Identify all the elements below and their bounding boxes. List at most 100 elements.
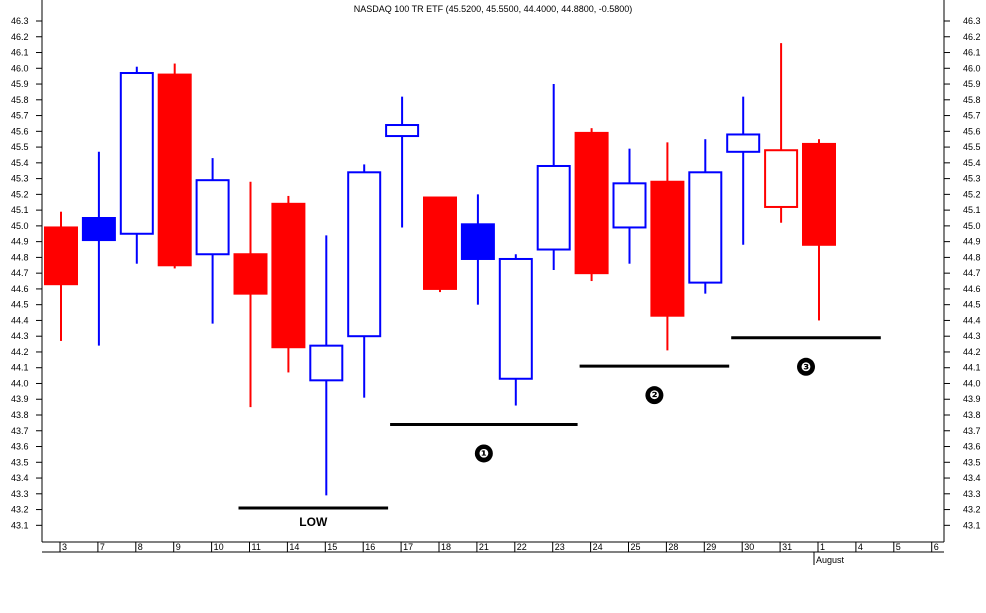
y-tick-label-right: 44.8 xyxy=(963,252,981,262)
candle-body xyxy=(271,202,306,349)
y-tick-label-left: 44.6 xyxy=(11,284,29,294)
annotation-label: LOW xyxy=(299,515,328,529)
y-tick-label-left: 45.6 xyxy=(11,126,29,136)
y-tick-label-left: 45.2 xyxy=(11,189,29,199)
y-axis-left: 43.1 43.2 43.3 43.4 43.5 43.6 43.7 43.8 43.9 44.0… xyxy=(11,16,42,530)
y-tick-label-left: 46.3 xyxy=(11,16,29,26)
candle xyxy=(688,139,723,294)
candle xyxy=(347,164,382,398)
candle-body xyxy=(423,196,457,290)
y-tick-label-right: 46.0 xyxy=(963,63,981,73)
candle-body xyxy=(195,179,230,256)
candle xyxy=(498,254,533,406)
candle-body xyxy=(385,124,420,138)
candle xyxy=(309,235,344,496)
y-tick-label-left: 43.2 xyxy=(11,505,29,515)
y-tick-label-left: 45.5 xyxy=(11,142,29,152)
y-tick-label-right: 44.2 xyxy=(963,347,981,357)
x-tick-label: 9 xyxy=(176,542,181,552)
x-tick-label: 6 xyxy=(934,542,939,552)
x-tick-label: 1 xyxy=(820,542,825,552)
candle xyxy=(271,195,306,373)
y-tick-label-left: 44.0 xyxy=(11,378,29,388)
y-tick-label-right: 44.1 xyxy=(963,363,981,373)
y-tick-label-right: 43.3 xyxy=(963,489,981,499)
candle-body xyxy=(233,253,268,295)
x-axis: 3 7 8 9 10 11 14 15 16 17 18 21 22 23 24 25 28 29 30 31 1 4 5 6… xyxy=(59,542,939,565)
annotations: LOW ❶ ❷ ❸ xyxy=(238,336,881,529)
x-tick-label: 16 xyxy=(365,542,375,552)
y-tick-label-right: 45.0 xyxy=(963,221,981,231)
candle-body xyxy=(44,226,78,286)
candle xyxy=(536,84,571,271)
x-tick-label: 4 xyxy=(858,542,863,552)
y-tick-label-right: 44.5 xyxy=(963,300,981,310)
candle xyxy=(650,142,685,351)
y-tick-label-left: 45.1 xyxy=(11,205,29,215)
candle xyxy=(157,63,192,269)
candle xyxy=(574,128,609,282)
y-tick-label-right: 45.9 xyxy=(963,79,981,89)
y-tick-label-left: 44.9 xyxy=(11,237,29,247)
y-tick-label-left: 44.2 xyxy=(11,347,29,357)
x-tick-label: 8 xyxy=(138,542,143,552)
candle xyxy=(44,211,78,341)
y-tick-label-left: 45.3 xyxy=(11,174,29,184)
candle-body xyxy=(764,149,799,208)
candle-body xyxy=(309,344,344,382)
x-tick-label: 23 xyxy=(555,542,565,552)
y-tick-label-left: 45.7 xyxy=(11,111,29,121)
candle-body xyxy=(726,133,761,153)
candle xyxy=(764,43,799,223)
candle xyxy=(802,139,836,321)
candle xyxy=(119,66,154,264)
y-tick-label-left: 45.8 xyxy=(11,95,29,105)
annotation-label: ❷ xyxy=(649,388,659,402)
candle-body xyxy=(574,131,609,275)
y-tick-label-left: 46.0 xyxy=(11,63,29,73)
y-tick-label-left: 46.2 xyxy=(11,32,29,42)
candle-body xyxy=(802,142,836,246)
candle xyxy=(385,96,420,228)
x-tick-label: 3 xyxy=(62,542,67,552)
candle-body xyxy=(347,171,382,338)
x-tick-label: 25 xyxy=(631,542,641,552)
candle xyxy=(233,181,268,408)
candle xyxy=(460,194,495,305)
y-tick-label-left: 43.3 xyxy=(11,489,29,499)
annotation-badge xyxy=(474,444,493,463)
y-tick-label-right: 44.3 xyxy=(963,331,981,341)
y-tick-label-left: 43.5 xyxy=(11,457,29,467)
x-tick-label: 31 xyxy=(782,542,792,552)
y-tick-label-left: 45.9 xyxy=(11,79,29,89)
y-tick-label-left: 45.4 xyxy=(11,158,29,168)
x-tick-label: 5 xyxy=(896,542,901,552)
y-tick-label-right: 43.1 xyxy=(963,520,981,530)
month-label: August xyxy=(816,555,845,565)
candle xyxy=(726,96,761,245)
y-tick-label-right: 46.1 xyxy=(963,48,981,58)
annotation-label: ❶ xyxy=(479,446,489,460)
annotation-label: ❸ xyxy=(801,360,811,374)
annotation-badge xyxy=(797,357,815,376)
candle-body xyxy=(119,72,154,235)
x-tick-label: 21 xyxy=(479,542,489,552)
x-tick-label: 10 xyxy=(214,542,224,552)
y-tick-label-left: 43.6 xyxy=(11,442,29,452)
candles xyxy=(44,43,836,496)
candle xyxy=(81,151,116,346)
y-axis-right: 43.1 43.2 43.3 43.4 43.5 43.6 43.7 43.8 43.9 44.0… xyxy=(944,16,981,530)
y-tick-label-right: 45.2 xyxy=(963,189,981,199)
y-tick-label-right: 45.4 xyxy=(963,158,981,168)
y-tick-label-right: 43.5 xyxy=(963,457,981,467)
x-tick-label: 17 xyxy=(403,542,413,552)
y-tick-label-left: 44.7 xyxy=(11,268,29,278)
y-tick-label-right: 44.0 xyxy=(963,378,981,388)
candle-body xyxy=(157,73,192,267)
x-tick-label: 11 xyxy=(252,542,261,552)
y-tick-label-right: 43.9 xyxy=(963,394,981,404)
x-tick-label: 18 xyxy=(441,542,451,552)
candle-body xyxy=(688,171,723,284)
y-tick-label-right: 44.7 xyxy=(963,268,981,278)
